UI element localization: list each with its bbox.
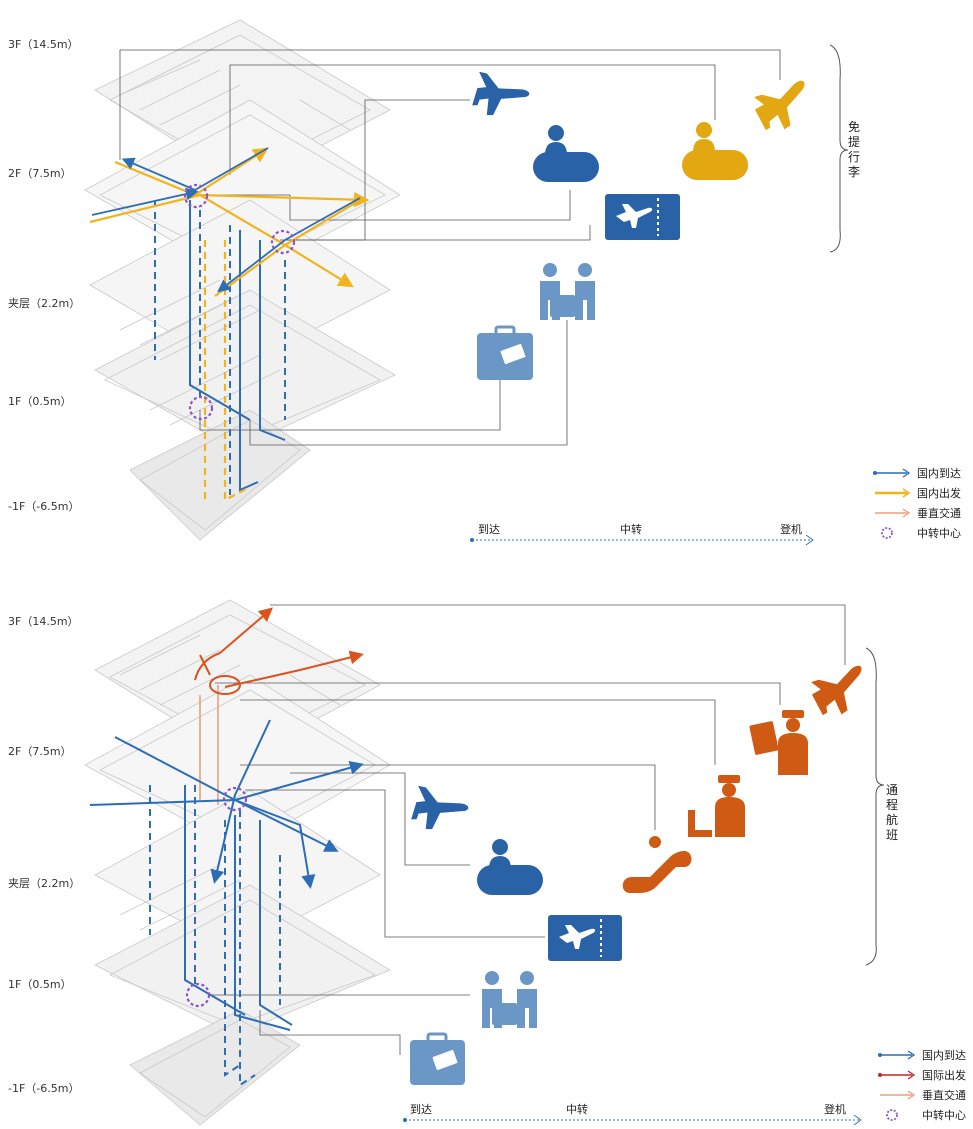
vertical-traffic-solid: [189, 200, 286, 492]
security-officer-icon: [688, 775, 745, 837]
floor-label-mezzanine: 夹层（2.2m）: [8, 877, 81, 890]
passport-control-icon: [749, 710, 808, 775]
domestic-arrival-routes: [91, 147, 361, 293]
bottom-diagram: [84, 599, 885, 1126]
timeline-start-label: 到达: [478, 523, 500, 536]
boarding-pass-icon: [605, 194, 680, 240]
departure-plane-icon: [754, 80, 805, 131]
terminal-sketch: [84, 19, 401, 541]
vertical-traffic-dashed: [154, 200, 286, 495]
domestic-arrival-routes: [89, 719, 364, 889]
floor-label-3f: 3F（14.5m）: [8, 615, 79, 628]
vertical-traffic-dashed: [149, 785, 281, 1087]
transfer-hubs: [185, 786, 248, 1008]
check-in-counter-icon: [477, 839, 543, 895]
floor-label-3f: 3F（14.5m）: [8, 38, 79, 51]
timeline-end-label: 登机: [780, 523, 802, 536]
airplane-icon: [472, 71, 530, 116]
transfer-hubs: [183, 183, 296, 421]
airplane-icon: [411, 785, 469, 830]
floor-label-2f: 2F（7.5m）: [8, 167, 72, 180]
side-label-baggage-free: 免提行李: [847, 120, 860, 179]
luggage-icon: [410, 1032, 465, 1085]
timeline-axis: [403, 1114, 862, 1126]
departure-plane-icon: [811, 665, 862, 716]
baggage-claim-icon: [482, 971, 537, 1028]
boarding-pass-icon: [548, 915, 622, 961]
timeline-start-label: 到达: [410, 1103, 432, 1116]
floor-label-1f: 1F（0.5m）: [8, 978, 72, 991]
timeline-middle-label: 中转: [620, 523, 642, 536]
top-diagram: [84, 19, 849, 546]
side-bracket: [829, 44, 849, 253]
international-departure-routes: [194, 607, 364, 695]
connector-lines: [210, 604, 846, 1055]
floor-label-b1: -1F（-6.5m）: [8, 1082, 80, 1095]
floor-label-mezzanine: 夹层（2.2m）: [8, 297, 81, 310]
timeline-end-label: 登机: [824, 1103, 846, 1116]
check-in-counter-icon: [533, 125, 599, 182]
top-panel: 3F（14.5m） 2F（7.5m） 夹层（2.2m） 1F（0.5m） -1F…: [8, 19, 961, 546]
escalator-icon: [622, 836, 692, 893]
floor-label-b1: -1F（-6.5m）: [8, 500, 80, 513]
transfer-counter-icon: [682, 122, 748, 180]
baggage-claim-icon: [540, 263, 595, 320]
side-label-through-flight: 通程航班: [885, 783, 898, 842]
vertical-traffic-solid: [184, 785, 293, 1031]
side-bracket: [865, 647, 885, 966]
floor-label-1f: 1F（0.5m）: [8, 395, 72, 408]
floor-label-2f: 2F（7.5m）: [8, 745, 72, 758]
timeline-axis: [470, 534, 814, 546]
timeline-middle-label: 中转: [566, 1103, 588, 1116]
bottom-panel: 3F（14.5m） 2F（7.5m） 夹层（2.2m） 1F（0.5m） -1F…: [0, 565, 973, 1129]
luggage-icon: [477, 325, 533, 380]
